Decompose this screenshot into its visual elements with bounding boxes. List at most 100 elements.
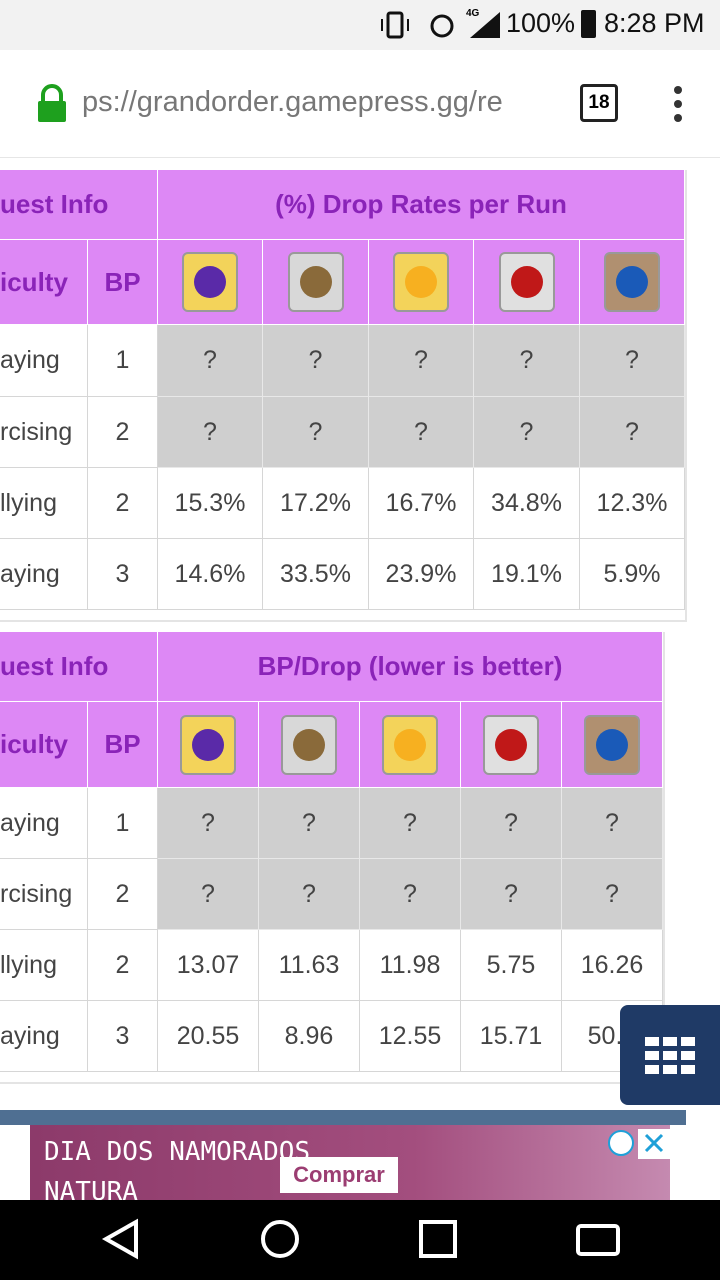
rate-cell: 11.98 [360,930,461,1001]
status-bar: 4G 100% 8:28 PM [0,0,720,50]
material-icon-cell [580,240,685,325]
rate-cell: 34.8% [474,468,580,539]
subheader-cell: BP [88,240,158,325]
network-type: 4G [466,8,480,19]
material-icon-glyph [394,728,426,761]
difficulty-cell: aying [0,325,88,397]
clock: 8:28 PM [604,8,705,38]
grid-icon [645,1037,695,1074]
rate-cell: ? [369,325,474,397]
material-icon-cell [158,240,263,325]
rate-cell: 13.07 [158,930,259,1001]
rate-cell: ? [263,325,369,397]
bp-cell: 2 [88,397,158,468]
header-cell: uest Info [0,170,158,240]
switch-button[interactable] [576,1224,620,1256]
ad-button[interactable]: Comprar [280,1157,398,1193]
rate-cell: ? [461,788,562,859]
rate-cell: ? [158,397,263,468]
material-icon-cell [158,702,259,788]
material-icon-glyph [405,266,437,298]
material-icon [483,714,539,775]
difficulty-cell: aying [0,788,88,859]
material-icon-glyph [299,266,332,298]
ad-headline: DIA DOS NAMORADOS [44,1137,311,1167]
material-icon-cell [263,240,369,325]
rate-cell: 5.75 [461,930,562,1001]
material-icon-glyph [194,266,226,298]
material-icon-cell [474,240,580,325]
difficulty-cell: llying [0,468,88,539]
ad-choices[interactable] [606,1129,670,1159]
rate-cell: 11.63 [259,930,360,1001]
material-icon-glyph [510,266,543,298]
rate-cell: ? [461,859,562,930]
material-icon [584,714,640,775]
rate-cell: ? [158,788,259,859]
browser-bar: ps://grandorder.gamepress.gg/re 18 [0,50,720,158]
home-button[interactable] [261,1220,299,1258]
material-icon-glyph [616,266,648,298]
rate-cell: 33.5% [263,539,369,610]
nav-bar [0,1200,720,1280]
difficulty-cell: llying [0,930,88,1001]
header-cell: BP/Drop (lower is better) [158,632,663,702]
material-icon-cell [461,702,562,788]
bp-cell: 2 [88,468,158,539]
menu-button[interactable] [670,86,686,126]
bp-cell: 2 [88,930,158,1001]
rate-cell: 5.9% [580,539,685,610]
rate-cell: ? [562,788,663,859]
grid-menu-button[interactable] [620,1005,720,1105]
bp-cell: 2 [88,859,158,930]
rate-cell: 17.2% [263,468,369,539]
rate-cell: ? [263,397,369,468]
ad-banner[interactable]: DIA DOS NAMORADOS NATURA Comprar [0,1125,720,1200]
rate-cell: ? [158,325,263,397]
rate-cell: 12.3% [580,468,685,539]
header-cell: (%) Drop Rates per Run [158,170,685,240]
rate-cell: 12.55 [360,1001,461,1072]
material-icon-glyph [293,728,325,761]
status-icons [381,11,500,39]
material-icon [382,714,438,775]
recents-button[interactable] [419,1220,457,1258]
difficulty-cell: rcising [0,859,88,930]
material-icon-cell [360,702,461,788]
rate-cell: 23.9% [369,539,474,610]
difficulty-cell: aying [0,539,88,610]
url[interactable]: ps://grandorder.gamepress.gg/re [82,86,503,118]
subheader-cell: iculty [0,240,88,325]
material-icon-glyph [192,728,224,761]
rate-cell: ? [474,325,580,397]
battery-percent: 100% [506,8,576,38]
rate-cell: ? [259,859,360,930]
bp-cell: 1 [88,788,158,859]
subheader-cell: BP [88,702,158,788]
rate-cell: 16.26 [562,930,663,1001]
rate-cell: ? [474,397,580,468]
bp-cell: 3 [88,539,158,610]
rate-cell: ? [369,397,474,468]
ad-image[interactable]: DIA DOS NAMORADOS NATURA Comprar [30,1125,670,1200]
rate-cell: 16.7% [369,468,474,539]
material-icon [180,714,236,775]
nav-icons [101,1218,620,1260]
back-button[interactable] [101,1218,138,1260]
material-icon-cell [259,702,360,788]
tab-count[interactable]: 18 [580,84,618,122]
rate-cell: ? [259,788,360,859]
material-icon [498,252,555,312]
rate-cell: ? [360,788,461,859]
material-icon [604,252,660,312]
lock-icon [38,84,66,122]
rate-cell: ? [562,859,663,930]
difficulty-cell: rcising [0,397,88,468]
material-icon-cell [562,702,663,788]
material-icon [393,252,449,312]
section-bar [0,1110,686,1125]
bp-cell: 1 [88,325,158,397]
rate-cell: ? [158,859,259,930]
bp-cell: 3 [88,1001,158,1072]
rate-cell: 15.71 [461,1001,562,1072]
